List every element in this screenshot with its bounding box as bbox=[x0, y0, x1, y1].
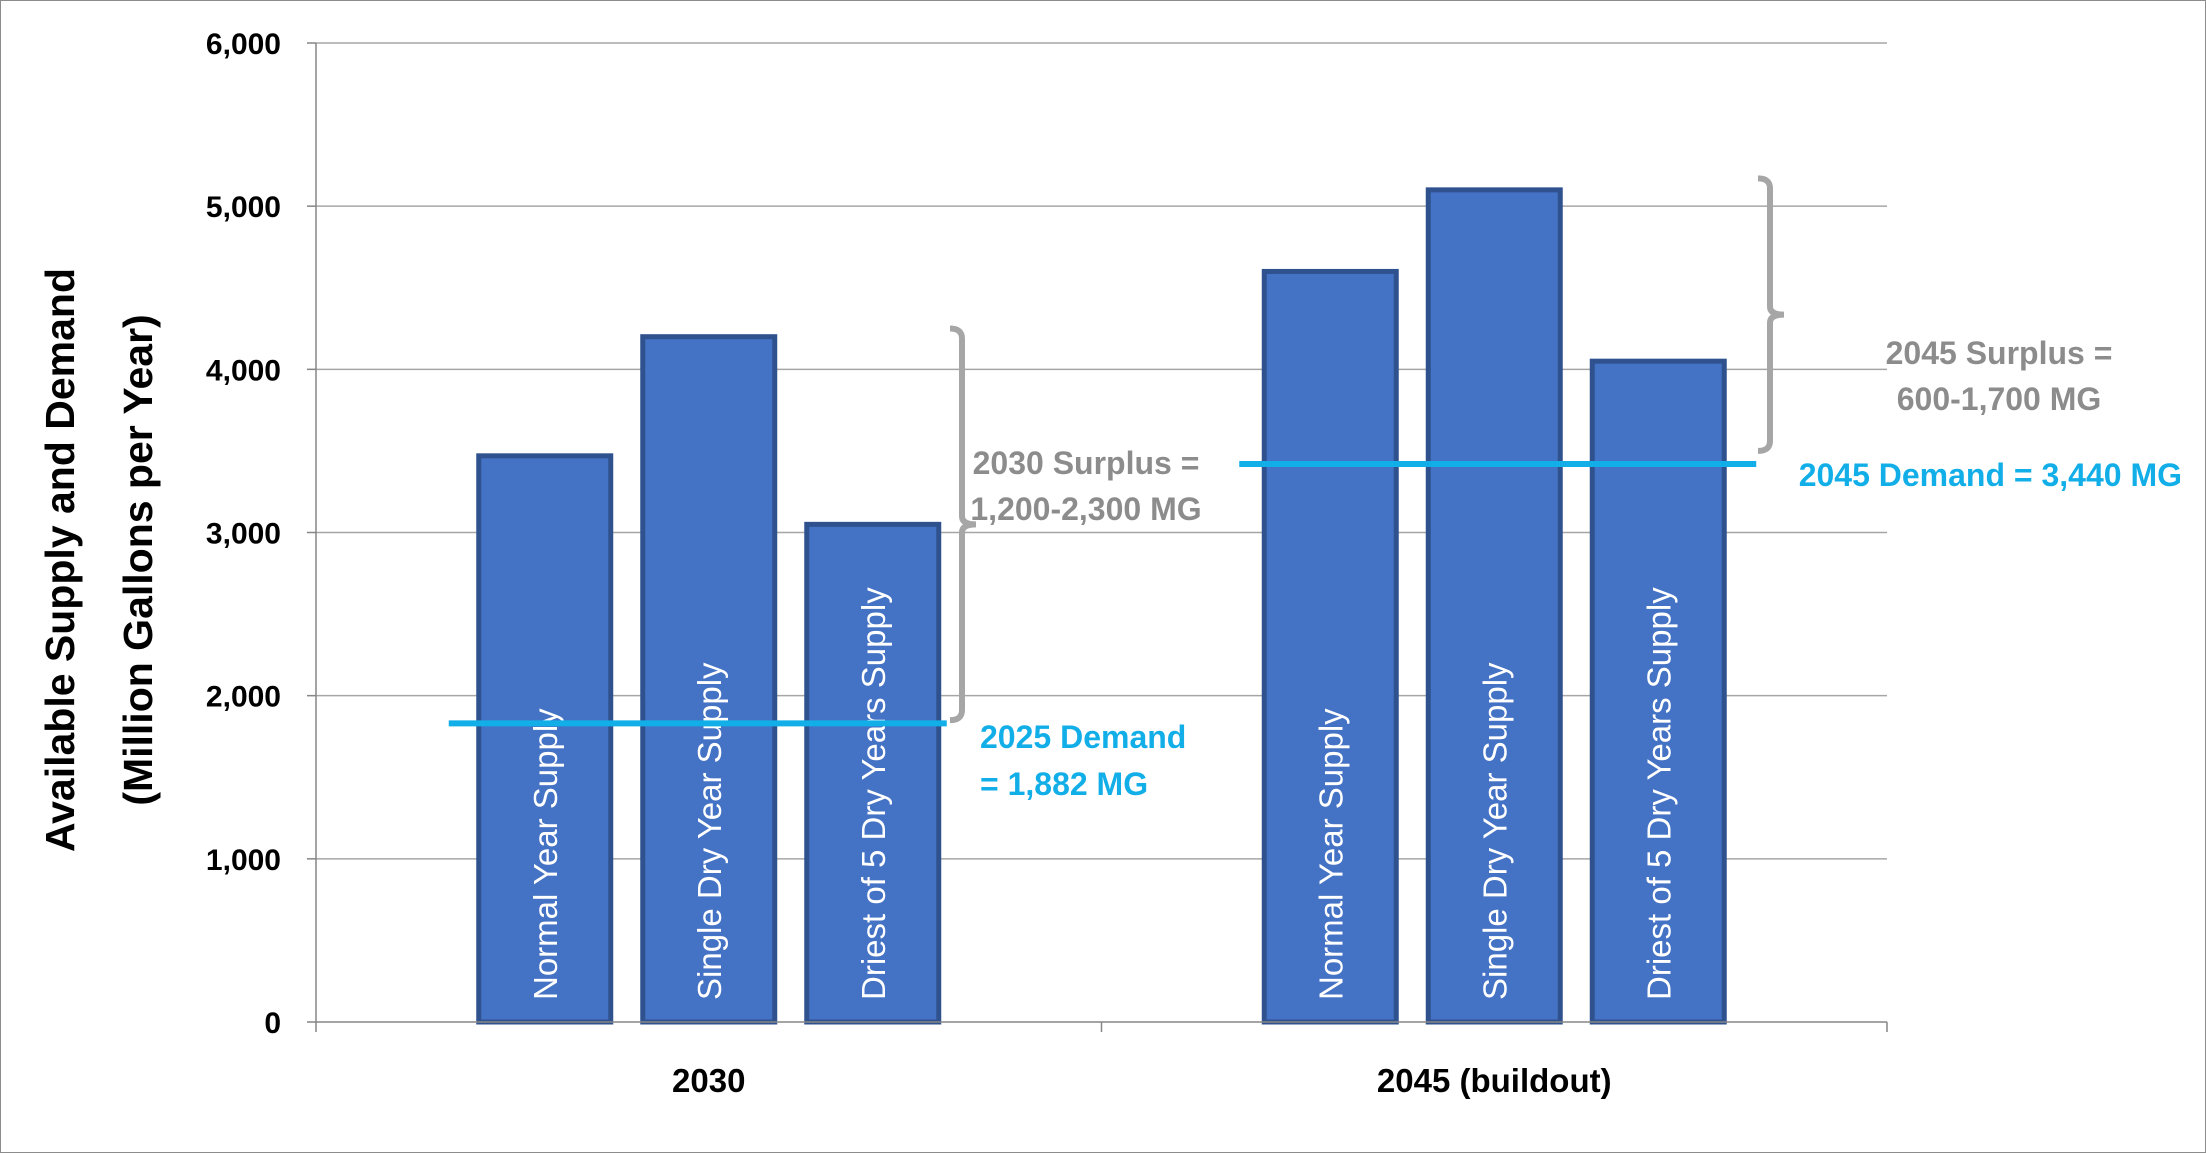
surplus-2045-label-line1: 2045 Surplus = bbox=[1886, 335, 2113, 371]
surplus-2030-label-line1: 2030 Surplus = bbox=[973, 445, 1200, 481]
x-category-label: 2030 bbox=[672, 1062, 745, 1099]
demand-and-surplus-overlays bbox=[448, 175, 1785, 727]
demand-2045-label: 2045 Demand = 3,440 MG bbox=[1799, 457, 2182, 493]
bar bbox=[1589, 358, 1727, 1025]
y-tick-label: 2,000 bbox=[206, 681, 281, 714]
bar-series-label: Single Dry Year Supply bbox=[1476, 662, 1513, 1000]
y-axis-label-line2: (Million Gallons per Year) bbox=[115, 314, 161, 805]
surplus-2045-label-line2: 600-1,700 MG bbox=[1897, 381, 2102, 417]
demand-2025-label-line2: = 1,882 MG bbox=[980, 766, 1148, 802]
x-category-label: 2045 (buildout) bbox=[1377, 1062, 1612, 1099]
y-axis-label-line1: Available Supply and Demand bbox=[37, 268, 83, 852]
y-tick-label: 1,000 bbox=[206, 844, 281, 877]
bar bbox=[640, 334, 778, 1025]
y-tick-label: 5,000 bbox=[206, 191, 281, 224]
bar-series-label: Normal Year Supply bbox=[527, 708, 564, 1000]
x-category-labels: 2030 2045 (buildout) bbox=[672, 1062, 1612, 1099]
surplus-bracket bbox=[949, 325, 977, 724]
y-tick-label: 6,000 bbox=[206, 28, 281, 61]
surplus-bracket bbox=[1757, 175, 1785, 454]
bar-series-label: Single Dry Year Supply bbox=[691, 662, 728, 1000]
axes bbox=[315, 43, 1888, 1032]
bar-series-label: Driest of 5 Dry Years Supply bbox=[855, 587, 892, 1000]
y-tick-label: 0 bbox=[264, 1007, 281, 1040]
surplus-2030-label-line2: 1,200-2,300 MG bbox=[970, 491, 1201, 527]
bar bbox=[1261, 268, 1399, 1025]
y-tick-label: 4,000 bbox=[206, 354, 281, 387]
bars: Normal Year Supply Single Dry Year Supply… bbox=[476, 187, 1727, 1025]
y-tick-label: 3,000 bbox=[206, 518, 281, 551]
demand-2025-label-line1: 2025 Demand bbox=[980, 719, 1186, 755]
bar-series-label: Normal Year Supply bbox=[1312, 708, 1349, 1000]
y-tick-labels: 0 1,000 2,000 3,000 4,000 5,000 6,000 bbox=[206, 28, 281, 1040]
bar-series-label: Driest of 5 Dry Years Supply bbox=[1640, 587, 1677, 1000]
